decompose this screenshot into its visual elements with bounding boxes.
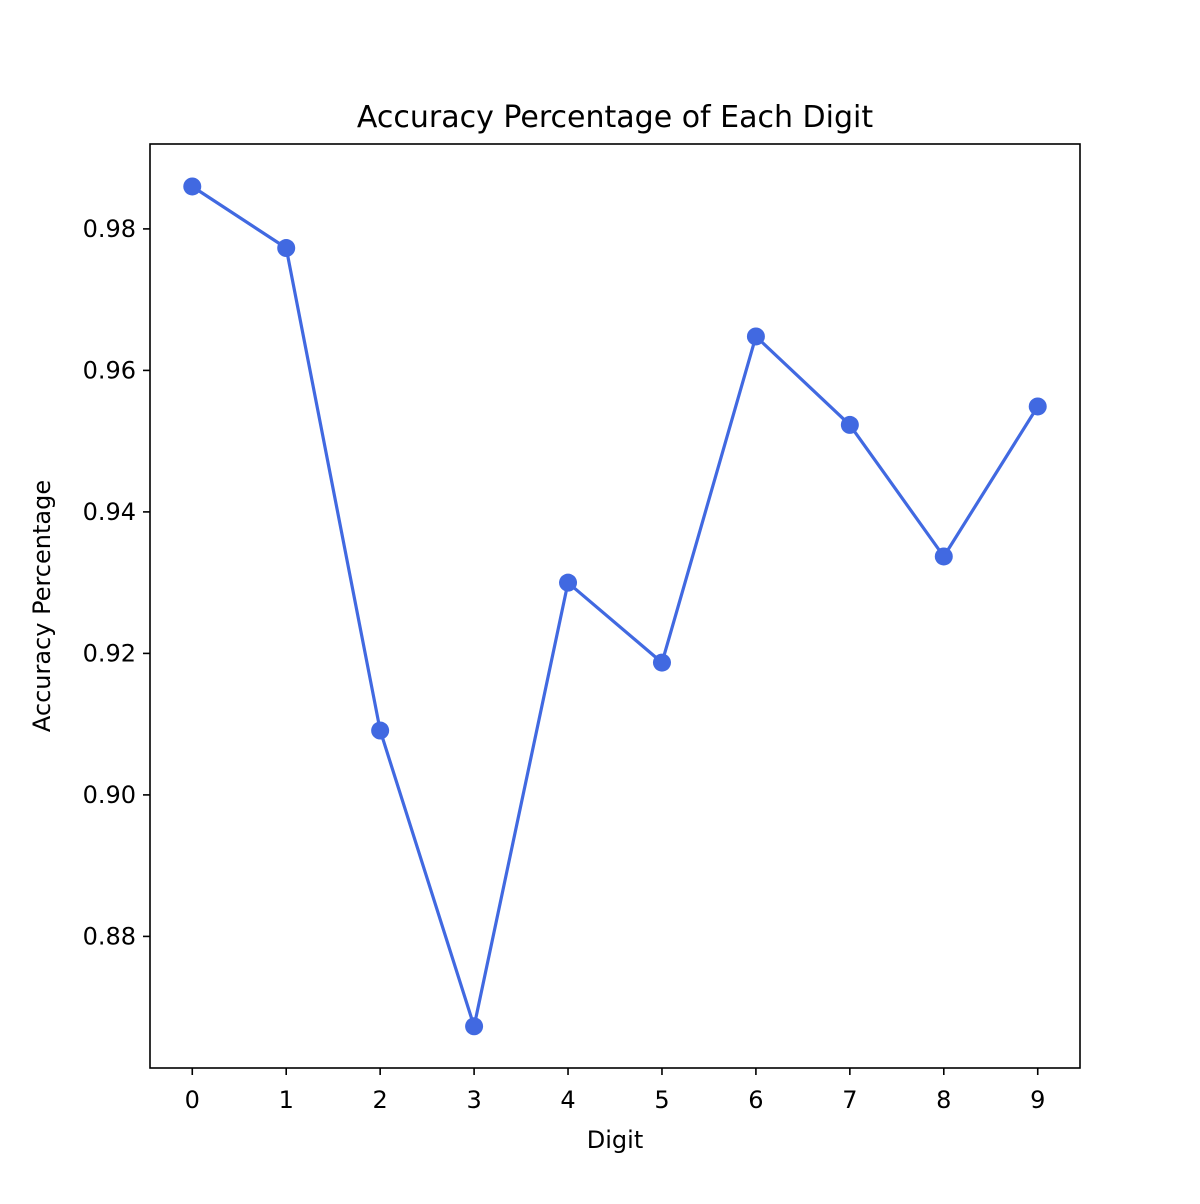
data-point [746, 327, 765, 346]
data-point [183, 177, 202, 196]
y-tick-label: 0.96 [83, 356, 136, 384]
y-tick-label: 0.94 [83, 498, 136, 526]
x-tick-label: 8 [936, 1086, 951, 1114]
y-tick-label: 0.98 [83, 215, 136, 243]
x-axis-label: Digit [587, 1126, 643, 1154]
data-point [371, 721, 390, 740]
x-tick-label: 9 [1030, 1086, 1045, 1114]
data-point [652, 653, 671, 672]
data-point [1028, 397, 1047, 416]
x-tick-label: 5 [654, 1086, 669, 1114]
data-point [934, 547, 953, 566]
x-tick-label: 7 [842, 1086, 857, 1114]
x-tick-label: 4 [560, 1086, 575, 1114]
y-tick-label: 0.92 [83, 639, 136, 667]
data-point [840, 415, 859, 434]
chart-title: Accuracy Percentage of Each Digit [357, 100, 873, 135]
x-tick-label: 1 [279, 1086, 294, 1114]
data-point [559, 573, 578, 592]
x-tick-label: 6 [748, 1086, 763, 1114]
data-point [465, 1017, 484, 1036]
plot-area [149, 143, 1081, 1069]
x-axis: 0 1 2 3 4 5 6 7 8 9 [185, 1068, 1045, 1114]
y-axis: 0.88 0.90 0.92 0.94 0.96 0.98 [83, 215, 150, 950]
data-series [183, 177, 1047, 1036]
x-tick-label: 2 [373, 1086, 388, 1114]
data-point [277, 239, 296, 258]
x-tick-label: 0 [185, 1086, 200, 1114]
x-tick-label: 3 [466, 1086, 481, 1114]
y-axis-label: Accuracy Percentage [28, 480, 56, 732]
y-tick-label: 0.90 [83, 781, 136, 809]
plot-frame [149, 143, 1081, 1069]
series-line [191, 185, 1040, 1028]
y-tick-label: 0.88 [83, 922, 136, 950]
